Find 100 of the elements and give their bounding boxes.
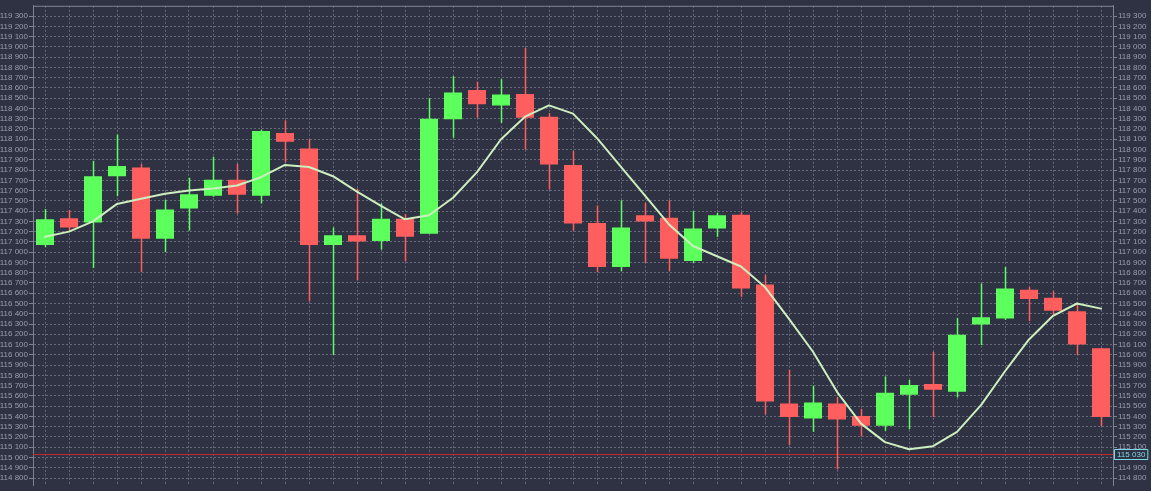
y-tick-label: 117 800 [0,165,29,175]
y2-tick-label: 116 900 [1118,257,1147,267]
y-tick-label: 115 000 [0,452,29,462]
y-tick-label: 116 100 [0,339,29,349]
candlestick [636,202,654,264]
y-tick-label: 116 600 [0,288,29,298]
y-tick-label: 116 300 [0,319,29,329]
y2-tick-label: 116 300 [1118,319,1147,329]
y-tick-label: 115 700 [0,380,29,390]
y2-tick-label: 117 800 [1118,165,1147,175]
y-tick-label: 116 700 [0,278,29,288]
y2-tick-label: 117 600 [1118,185,1147,195]
y-tick-label: 116 800 [0,267,29,277]
candlestick [1020,286,1038,322]
y2-tick-label: 114 800 [1118,473,1147,483]
y2-tick-label: 117 700 [1118,175,1147,185]
y-tick-label: 118 500 [0,93,29,103]
y2-tick-label: 118 000 [1118,144,1147,154]
y2-tick-label: 117 200 [1118,226,1147,236]
y-tick-label: 118 300 [0,113,29,123]
y-tick-label: 114 800 [0,473,29,483]
y2-tick-label: 116 100 [1118,339,1147,349]
y2-tick-label: 119 200 [1118,21,1147,31]
y-tick-label: 117 100 [0,237,29,247]
y2-tick-label: 118 400 [1118,103,1147,113]
y-tick-label: 115 500 [0,401,29,411]
y-tick-label: 119 200 [0,21,29,31]
y-tick-label: 117 300 [0,216,29,226]
y-tick-label: 117 600 [0,185,29,195]
y-tick-label: 118 700 [0,72,29,82]
y2-tick-label: 117 500 [1118,196,1147,206]
y-tick-label: 118 100 [0,134,29,144]
y2-tick-label: 116 600 [1118,288,1147,298]
y2-tick-label: 117 100 [1118,237,1147,247]
candlestick [828,396,846,471]
y2-tick-label: 116 700 [1118,278,1147,288]
candlestick [780,368,798,446]
candlestick [108,133,126,197]
y2-tick-label: 116 000 [1118,350,1147,360]
candlestick [804,384,822,433]
y2-tick-label: 117 300 [1118,216,1147,226]
y-tick-label: 117 700 [0,175,29,185]
candlestick [924,351,942,418]
y-tick-label: 115 900 [0,360,29,370]
y-tick-label: 115 800 [0,370,29,380]
y-tick-label: 115 100 [0,442,29,452]
candlestick [180,177,198,232]
y2-tick-label: 116 400 [1118,308,1147,318]
y2-tick-label: 118 600 [1118,83,1147,93]
y2-tick-label: 118 100 [1118,134,1147,144]
candlestick [972,282,990,346]
y-tick-label: 116 900 [0,257,29,267]
y2-tick-label: 115 600 [1118,391,1147,401]
y2-tick-label: 119 100 [1118,31,1147,41]
y-tick-label: 114 900 [0,462,29,472]
candlestick [372,202,390,251]
y2-tick-label: 118 700 [1118,72,1147,82]
y2-tick-label: 118 900 [1118,52,1147,62]
ref-line-label: 115 030 [1117,450,1146,460]
y2-tick-label: 116 200 [1118,329,1147,339]
y2-tick-label: 115 400 [1118,411,1147,421]
y2-tick-label: 119 300 [1118,11,1147,21]
y-tick-label: 118 600 [0,83,29,93]
y2-tick-label: 115 300 [1118,421,1147,431]
y2-tick-label: 116 500 [1118,298,1147,308]
y2-tick-label: 119 000 [1118,42,1147,52]
y-tick-label: 118 400 [0,103,29,113]
y2-tick-label: 118 200 [1118,124,1147,134]
y2-tick-label: 115 900 [1118,360,1147,370]
y2-tick-label: 118 300 [1118,113,1147,123]
y-tick-label: 119 300 [0,11,29,21]
candlestick [324,226,342,356]
y2-tick-label: 115 100 [1118,442,1147,452]
y2-tick-label: 117 000 [1118,247,1147,257]
y-tick-label: 118 800 [0,62,29,72]
y-tick-label: 119 100 [0,31,29,41]
y2-tick-label: 116 800 [1118,267,1147,277]
candlestick [900,379,918,430]
candlestick [492,78,510,124]
y-tick-label: 115 400 [0,411,29,421]
candlestick [348,187,366,282]
y-tick-label: 116 200 [0,329,29,339]
y-tick-label: 119 000 [0,42,29,52]
candlestick [396,213,414,263]
candlestick [516,47,534,151]
y-tick-label: 116 000 [0,350,29,360]
y2-tick-label: 118 800 [1118,62,1147,72]
y-tick-label: 117 900 [0,154,29,164]
y-tick-label: 117 000 [0,247,29,257]
y-tick-label: 118 200 [0,124,29,134]
y-tick-label: 117 500 [0,196,29,206]
y2-tick-label: 114 900 [1118,462,1147,472]
y-tick-label: 115 600 [0,391,29,401]
y-tick-label: 116 400 [0,308,29,318]
y2-tick-label: 115 200 [1118,432,1147,442]
y-tick-label: 116 500 [0,298,29,308]
y-tick-label: 115 200 [0,432,29,442]
candlestick [468,81,486,119]
candlestick [276,119,294,164]
y-tick-label: 118 900 [0,52,29,62]
